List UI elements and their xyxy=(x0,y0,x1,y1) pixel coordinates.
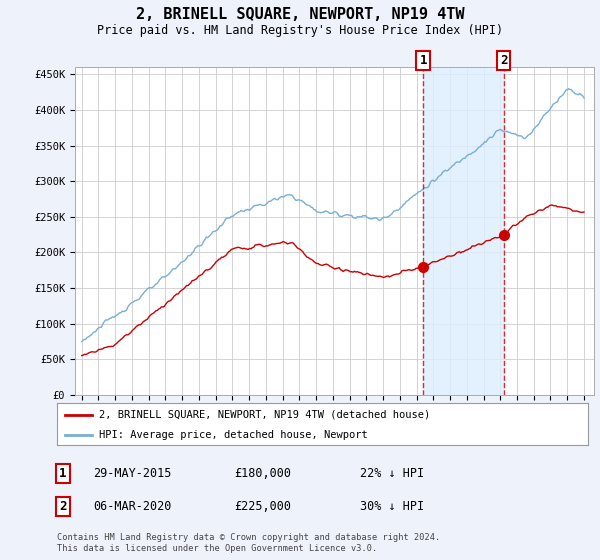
Text: 2: 2 xyxy=(500,54,508,67)
Text: 29-MAY-2015: 29-MAY-2015 xyxy=(93,466,172,480)
Text: £225,000: £225,000 xyxy=(234,500,291,514)
Text: Price paid vs. HM Land Registry's House Price Index (HPI): Price paid vs. HM Land Registry's House … xyxy=(97,24,503,36)
Text: Contains HM Land Registry data © Crown copyright and database right 2024.
This d: Contains HM Land Registry data © Crown c… xyxy=(57,533,440,553)
Text: 1: 1 xyxy=(419,54,427,67)
Text: 30% ↓ HPI: 30% ↓ HPI xyxy=(360,500,424,514)
Text: 2, BRINELL SQUARE, NEWPORT, NP19 4TW: 2, BRINELL SQUARE, NEWPORT, NP19 4TW xyxy=(136,7,464,22)
Text: 2, BRINELL SQUARE, NEWPORT, NP19 4TW (detached house): 2, BRINELL SQUARE, NEWPORT, NP19 4TW (de… xyxy=(100,410,431,420)
Bar xyxy=(423,67,503,395)
Text: HPI: Average price, detached house, Newport: HPI: Average price, detached house, Newp… xyxy=(100,430,368,440)
Text: 22% ↓ HPI: 22% ↓ HPI xyxy=(360,466,424,480)
Text: 06-MAR-2020: 06-MAR-2020 xyxy=(93,500,172,514)
Text: 1: 1 xyxy=(59,466,67,480)
Text: 2: 2 xyxy=(59,500,67,514)
Text: £180,000: £180,000 xyxy=(234,466,291,480)
